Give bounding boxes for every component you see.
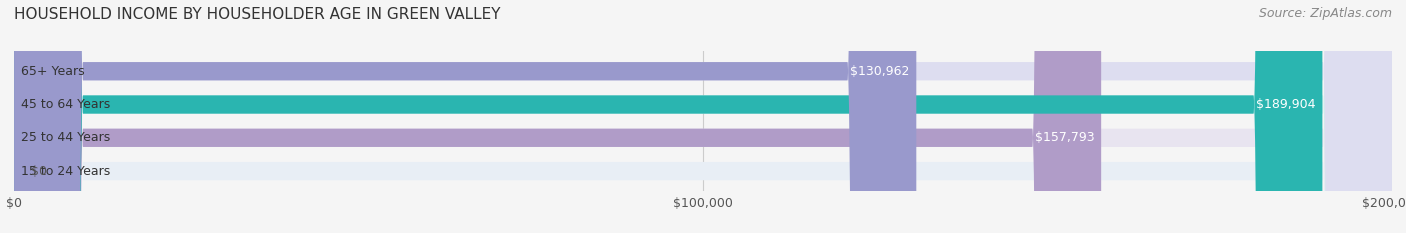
FancyBboxPatch shape — [14, 0, 1392, 233]
Text: Source: ZipAtlas.com: Source: ZipAtlas.com — [1258, 7, 1392, 20]
FancyBboxPatch shape — [14, 0, 1392, 233]
Text: $130,962: $130,962 — [851, 65, 910, 78]
Text: 15 to 24 Years: 15 to 24 Years — [21, 164, 110, 178]
Text: $0: $0 — [31, 164, 46, 178]
Text: 25 to 44 Years: 25 to 44 Years — [21, 131, 110, 144]
Text: HOUSEHOLD INCOME BY HOUSEHOLDER AGE IN GREEN VALLEY: HOUSEHOLD INCOME BY HOUSEHOLDER AGE IN G… — [14, 7, 501, 22]
Text: 65+ Years: 65+ Years — [21, 65, 84, 78]
FancyBboxPatch shape — [14, 0, 1101, 233]
Text: $189,904: $189,904 — [1256, 98, 1316, 111]
FancyBboxPatch shape — [14, 0, 1323, 233]
FancyBboxPatch shape — [14, 0, 1392, 233]
FancyBboxPatch shape — [14, 0, 917, 233]
Text: $157,793: $157,793 — [1035, 131, 1094, 144]
Text: 45 to 64 Years: 45 to 64 Years — [21, 98, 110, 111]
FancyBboxPatch shape — [14, 0, 1392, 233]
